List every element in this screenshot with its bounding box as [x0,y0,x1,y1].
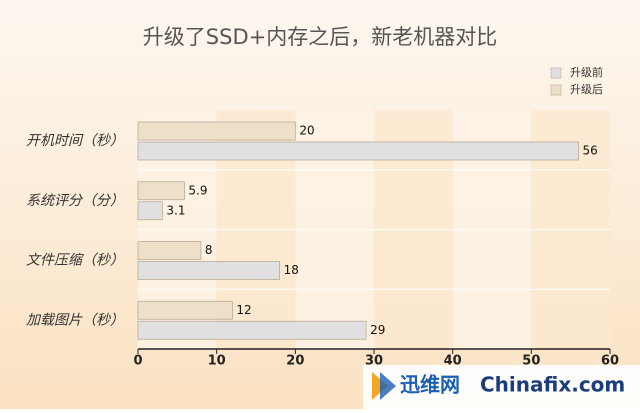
y-tick-label: 文件压缩（秒） [26,253,124,269]
bar [137,121,296,141]
x-tick-label: 0 [133,354,142,369]
x-tick-label: 10 [208,354,226,369]
x-tick-label: 60 [601,354,619,369]
x-tick-label: 50 [522,354,540,369]
value-label: 20 [299,124,314,138]
value-label: 5.9 [188,183,207,197]
plot-area: 0 10 20 30 40 50 60 开机时间（秒） 56 20 系统评分（分） 3.15.9 文件压… [26,110,619,369]
x-tick-label: 30 [365,354,383,369]
watermark: 迅维网 Chinafix.com [363,365,640,409]
watermark-logo [380,372,396,400]
y-tick-label: 开机时间（秒） [26,133,124,149]
legend-label: 升级前 [570,65,603,79]
watermark-text: 迅维网 [400,373,460,397]
bar [137,141,579,161]
x-tick-label: 20 [286,354,304,369]
bar [137,241,202,260]
value-label: 12 [236,303,251,317]
value-label: 18 [284,263,299,277]
bar [137,300,233,320]
watermark-box [363,365,640,409]
legend-swatch [550,84,562,96]
value-label: 3.1 [166,203,185,217]
x-tick-label: 40 [444,354,462,369]
y-tick-label: 加载图片（秒） [26,312,124,328]
value-label: 29 [370,323,385,337]
bar [137,320,367,340]
y-tick-label: 系统评分（分） [26,193,124,209]
legend-swatch [550,67,562,79]
chart-title: 升级了SSD+内存之后，新老机器对比 [143,25,497,49]
bar [137,181,185,201]
legend-label: 升级后 [570,83,603,96]
bar [137,201,163,221]
value-label: 56 [583,144,598,158]
watermark-text: Chinafix.com [480,373,625,397]
value-label: 8 [205,243,213,257]
bar [137,261,281,280]
